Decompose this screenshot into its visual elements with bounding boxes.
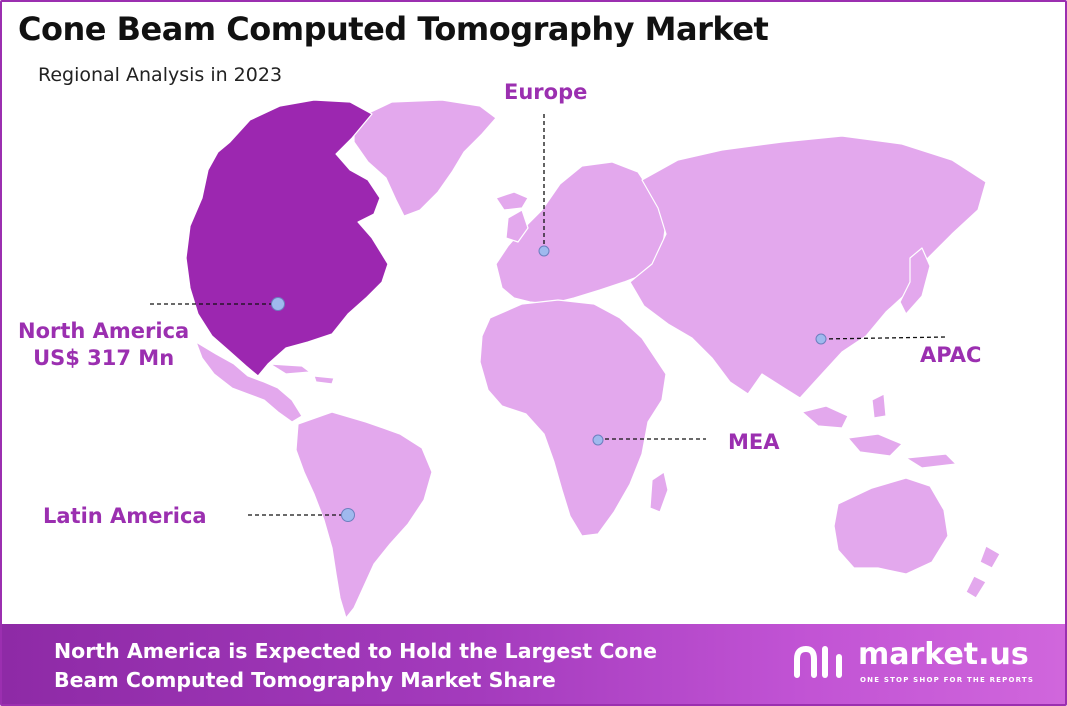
map-asia (629, 135, 987, 399)
marker-mea (592, 434, 604, 446)
map-north-america (185, 99, 389, 377)
map-caribbean (269, 363, 335, 385)
marker-latin-america (341, 508, 355, 522)
footer-headline: North America is Expected to Hold the La… (54, 637, 754, 695)
map-iceland (495, 191, 529, 211)
footer-banner: North America is Expected to Hold the La… (2, 624, 1065, 704)
marker-europe (538, 245, 550, 257)
label-latin-america: Latin America (43, 504, 207, 528)
marker-north-america (271, 297, 285, 311)
map-madagascar (649, 471, 669, 513)
brand-logo: market.us ONE STOP SHOP FOR THE REPORTS (792, 637, 1042, 690)
map-southeast-asia (801, 393, 957, 469)
page-subtitle: Regional Analysis in 2023 (38, 64, 283, 86)
map-central-america (195, 341, 303, 423)
marker-apac (815, 333, 827, 345)
map-japan (899, 247, 931, 315)
page-title: Cone Beam Computed Tomography Market (18, 10, 769, 48)
label-europe: Europe (504, 80, 588, 104)
map-australia (833, 477, 949, 575)
label-north-america-name: North America (18, 319, 190, 343)
label-north-america: North America US$ 317 Mn (18, 318, 189, 372)
map-greenland (353, 99, 497, 217)
brand-tagline: ONE STOP SHOP FOR THE REPORTS (860, 676, 1035, 684)
map-british-isles (505, 209, 529, 243)
footer-line-1: North America is Expected to Hold the La… (54, 639, 657, 663)
label-north-america-value: US$ 317 Mn (33, 346, 175, 370)
brand-name: market.us (858, 637, 1029, 672)
map-africa (479, 299, 667, 537)
label-mea: MEA (728, 430, 780, 454)
map-new-zealand (965, 545, 1001, 599)
world-map (150, 99, 1001, 619)
map-south-america (295, 411, 433, 619)
footer-line-2: Beam Computed Tomography Market Share (54, 668, 556, 692)
label-apac: APAC (920, 343, 982, 367)
market-us-logo-icon (794, 645, 842, 678)
